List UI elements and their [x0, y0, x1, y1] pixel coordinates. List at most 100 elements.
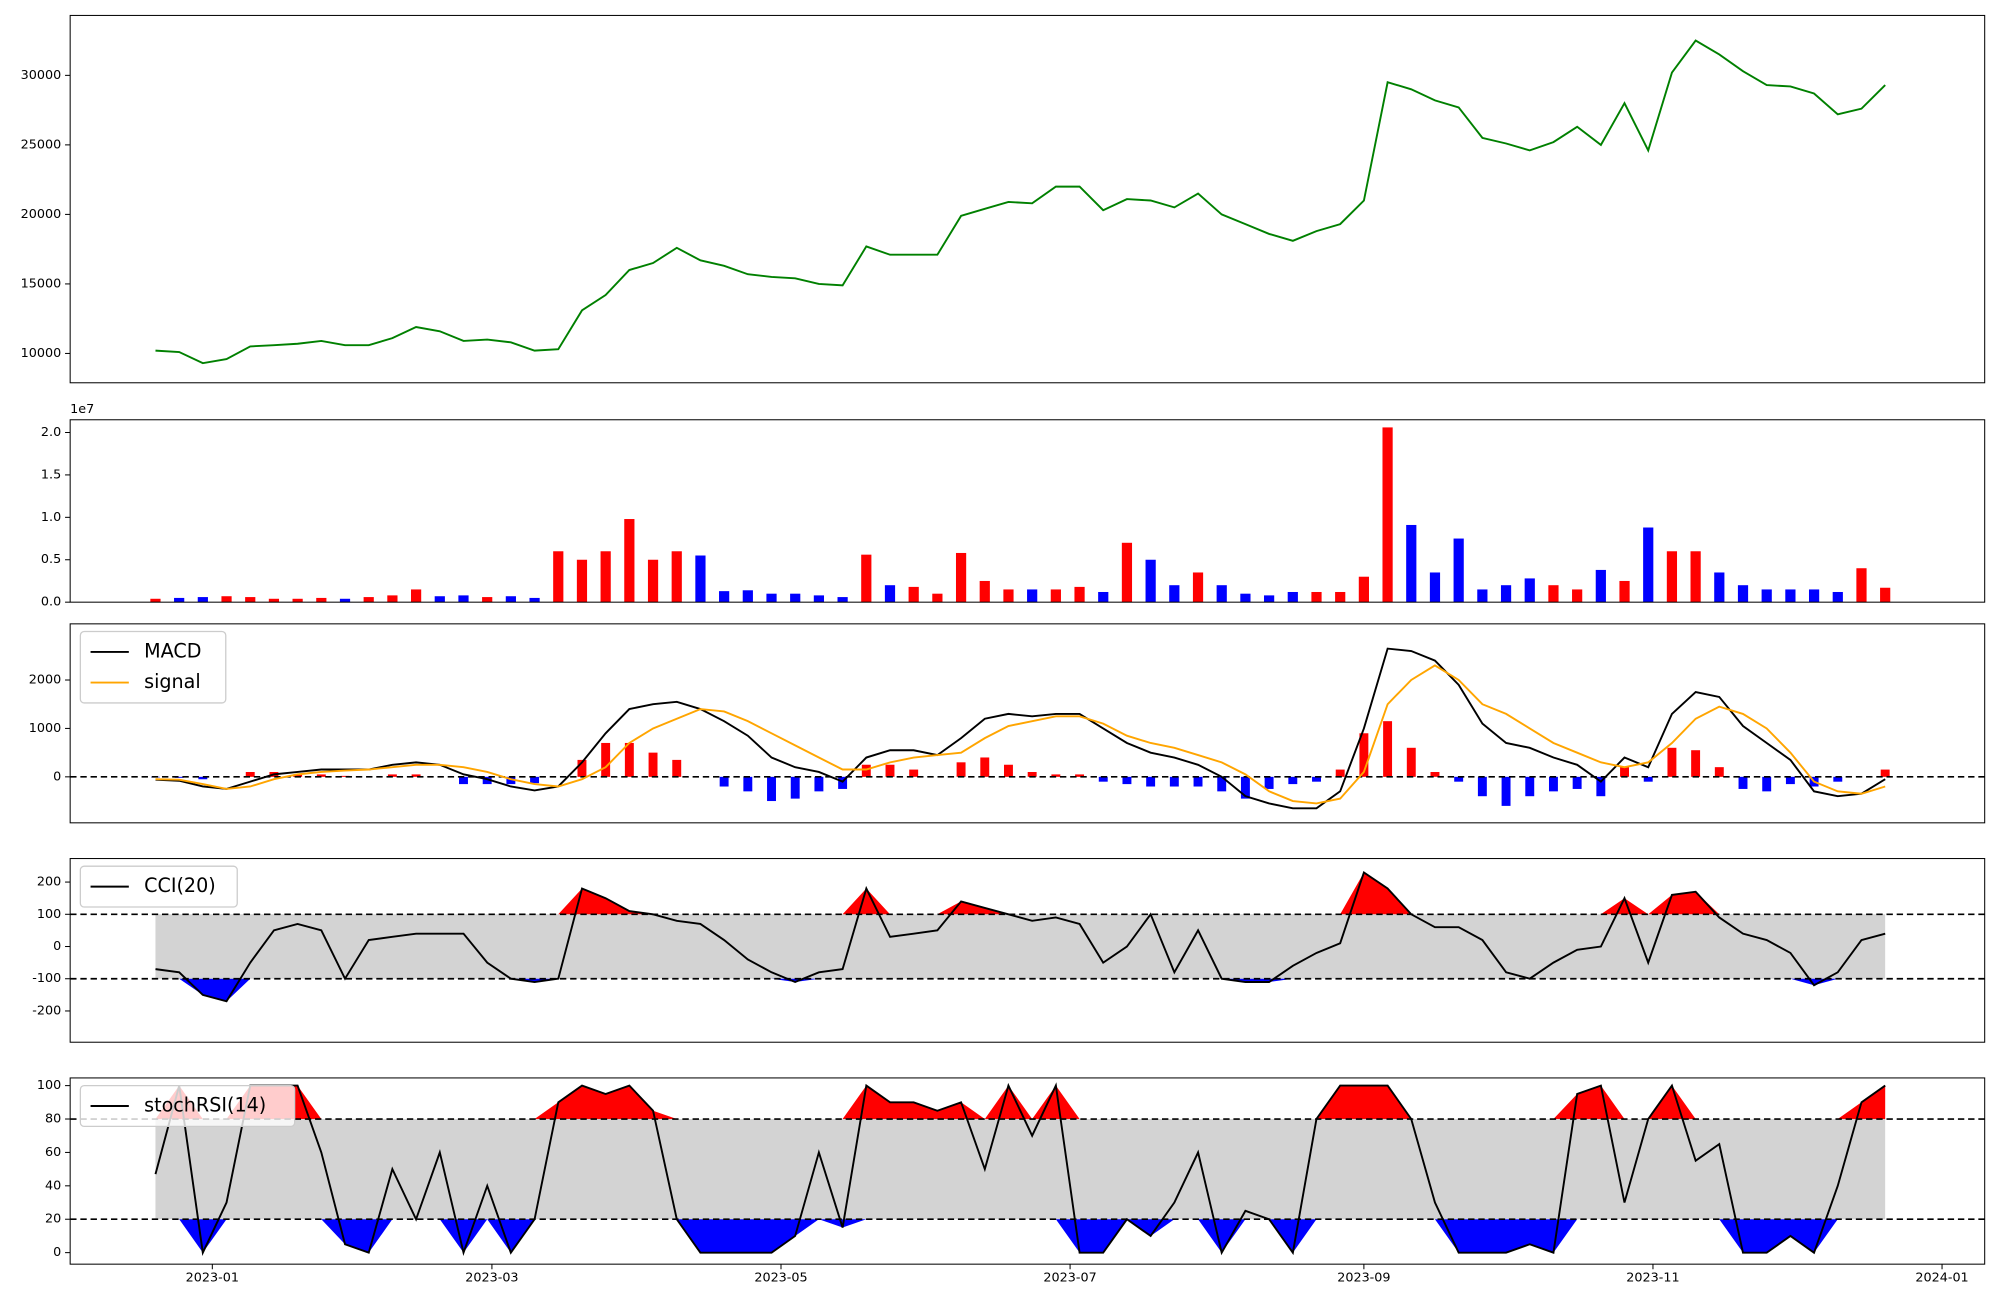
volume-bar	[1880, 587, 1891, 603]
y-tick-label: 0	[53, 769, 61, 784]
volume-bar	[1311, 591, 1322, 603]
volume-bar	[979, 580, 990, 603]
panel-frame	[69, 14, 1986, 384]
histogram-bar	[1833, 776, 1843, 782]
volume-bar	[1714, 572, 1725, 603]
legend-label: MACD	[144, 639, 201, 662]
volume-bar	[387, 595, 398, 603]
volume-bar	[221, 596, 232, 603]
volume-bar	[339, 598, 351, 603]
histogram-bar	[1525, 776, 1535, 797]
volume-bar	[1429, 572, 1441, 603]
x-tick-label: 2023-09	[1337, 1271, 1390, 1286]
volume-bar	[766, 593, 777, 603]
histogram-bar	[767, 776, 776, 802]
volume-bar	[434, 596, 445, 603]
histogram-bar	[838, 776, 848, 789]
histogram-bar	[1051, 774, 1061, 777]
volume-bar	[1572, 589, 1583, 603]
histogram-bar	[245, 771, 255, 777]
volume-bar	[955, 552, 967, 603]
y-tick-label: 20	[45, 1212, 61, 1227]
volume-bar	[174, 597, 185, 603]
histogram-bar	[1406, 747, 1416, 777]
volume-bar	[647, 559, 659, 603]
y-tick-label: 15000	[21, 276, 62, 291]
volume-bar	[1856, 568, 1867, 603]
histogram-bar	[1548, 776, 1558, 792]
histogram-bar	[719, 776, 729, 787]
neutral-band	[155, 914, 1886, 979]
volume-bar	[1524, 578, 1535, 603]
volume-bar	[1145, 559, 1156, 603]
series-line	[155, 39, 1886, 365]
histogram-bar	[1122, 776, 1132, 785]
volume-bar	[1785, 589, 1796, 603]
legend-box	[79, 630, 227, 704]
histogram-bar	[340, 775, 350, 777]
histogram-bar	[1501, 776, 1511, 806]
histogram-bar	[601, 742, 611, 777]
volume-bar	[884, 585, 896, 603]
volume-bar	[1121, 542, 1133, 603]
volume-bar	[268, 598, 280, 603]
volume-bar	[1335, 591, 1346, 603]
volume-bar	[1406, 524, 1417, 603]
histogram-bar	[743, 776, 753, 792]
x-tick-label: 2023-05	[754, 1271, 807, 1286]
volume-bar	[1832, 591, 1843, 603]
histogram-bar	[790, 776, 800, 799]
volume-bar	[1192, 572, 1204, 603]
histogram-bar	[1691, 750, 1701, 777]
histogram-bar	[1004, 764, 1013, 777]
y-tick-label: 40	[45, 1178, 61, 1193]
volume-bar	[1169, 585, 1180, 603]
y-tick-label: 0.0	[41, 595, 61, 610]
volume-bar	[1737, 585, 1749, 603]
neutral-band	[155, 1119, 1886, 1220]
volume-bar	[1264, 595, 1275, 603]
panel-background	[70, 15, 1985, 383]
volume-bar	[1595, 569, 1606, 603]
histogram-bar	[1240, 776, 1250, 799]
histogram-bar	[1572, 776, 1582, 789]
histogram-bar	[1430, 771, 1440, 777]
y-tick-label: 25000	[21, 137, 62, 152]
histogram-bar	[387, 774, 397, 777]
volume-bar	[458, 595, 469, 603]
volume-bar	[553, 551, 564, 603]
histogram-bar	[530, 776, 540, 784]
histogram-bar	[1477, 776, 1487, 797]
volume-bar	[1690, 551, 1701, 603]
histogram-bar	[1620, 767, 1629, 777]
histogram-bar	[482, 776, 492, 785]
y-tick-label: 200	[37, 875, 61, 890]
histogram-bar	[1880, 769, 1890, 777]
histogram-bar	[1217, 776, 1227, 792]
x-tick-label: 2023-03	[465, 1271, 518, 1286]
volume-bar	[292, 598, 303, 603]
volume-bar	[197, 597, 208, 603]
histogram-bar	[198, 776, 208, 780]
y-tick-label: 0.5	[41, 552, 61, 567]
volume-bar	[861, 554, 872, 603]
y-tick-label: 20000	[21, 207, 62, 222]
histogram-bar	[316, 774, 326, 777]
volume-bar	[1761, 589, 1772, 603]
histogram-bar	[174, 776, 184, 778]
x-tick-label: 2023-11	[1626, 1271, 1679, 1286]
volume-bar	[316, 597, 327, 603]
histogram-bar	[672, 759, 682, 777]
legend-label: signal	[144, 670, 201, 693]
y-tick-label: -200	[32, 1003, 61, 1018]
histogram-bar	[624, 742, 634, 777]
histogram-bar	[1098, 776, 1108, 782]
volume-bar	[1548, 585, 1559, 603]
panel-frame	[69, 1077, 1986, 1265]
y-tick-label: -100	[32, 971, 61, 986]
histogram-bar	[1335, 769, 1345, 777]
volume-bar	[932, 593, 943, 603]
y-tick-label: 1.5	[41, 467, 61, 482]
volume-bar	[695, 555, 706, 603]
series-line	[155, 664, 1886, 805]
